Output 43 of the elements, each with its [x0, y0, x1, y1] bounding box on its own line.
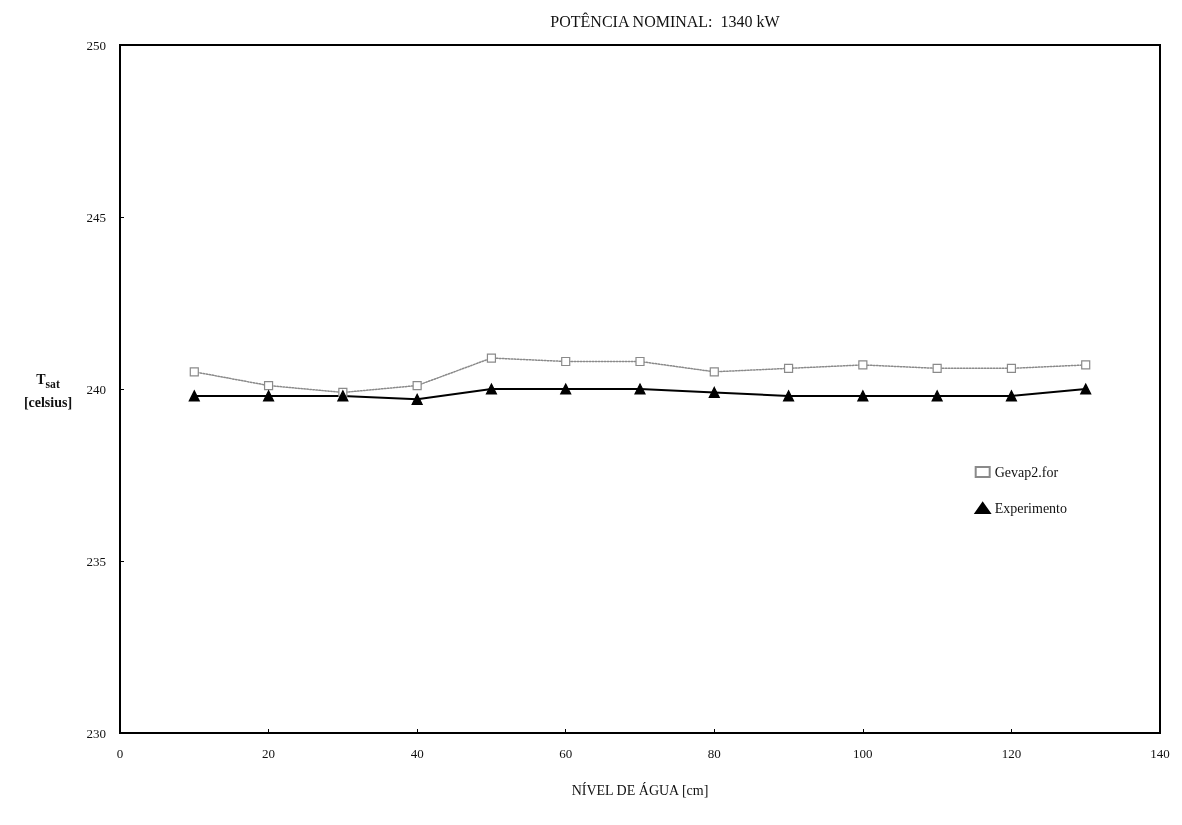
- x-tick-label: 20: [262, 746, 276, 761]
- y-tick-label: 230: [86, 725, 106, 741]
- x-tick-label: 0: [116, 746, 124, 761]
- x-tick-label: 60: [559, 746, 573, 761]
- point: [708, 386, 720, 399]
- point: [1080, 383, 1092, 395]
- point: [932, 363, 942, 373]
- point: [189, 367, 199, 377]
- point: [485, 383, 498, 395]
- point: [412, 380, 422, 391]
- chart-title: POTÊNCIA NOMINAL: 1340 kW: [550, 11, 781, 30]
- x-tick-label: 100: [853, 746, 873, 761]
- point: [634, 383, 646, 395]
- point: [263, 380, 274, 391]
- y-axis-title: T$_{sat}$ [celsius]: [22, 371, 74, 413]
- point: [635, 356, 645, 367]
- point: [188, 390, 200, 402]
- point: [1006, 363, 1017, 373]
- point: [857, 390, 869, 402]
- x-tick-label: 120: [1001, 746, 1022, 761]
- point: [1081, 360, 1091, 370]
- point: [411, 393, 423, 405]
- legend-label: Gevap2.for: [994, 464, 1059, 480]
- x-axis-title: NÍVEL DE ÁGUA [cm]: [571, 781, 709, 798]
- point: [782, 390, 795, 402]
- point: [486, 353, 497, 363]
- legend-label: Experimento: [994, 500, 1067, 516]
- point: [561, 356, 571, 367]
- y-tick-label: 250: [86, 37, 106, 53]
- point: [709, 367, 719, 377]
- y-tick-label: 245: [86, 209, 106, 225]
- x-tick-label: 140: [1150, 746, 1170, 761]
- point: [931, 390, 943, 402]
- point: [858, 360, 868, 370]
- y-tick-label: 240: [86, 381, 106, 397]
- point: [262, 390, 275, 402]
- point: [1005, 390, 1018, 402]
- point: [337, 390, 349, 402]
- x-tick-label: 40: [410, 746, 424, 761]
- point: [783, 363, 794, 373]
- point: [560, 383, 572, 395]
- y-tick-label: 235: [86, 553, 106, 569]
- x-tick-label: 80: [707, 746, 721, 761]
